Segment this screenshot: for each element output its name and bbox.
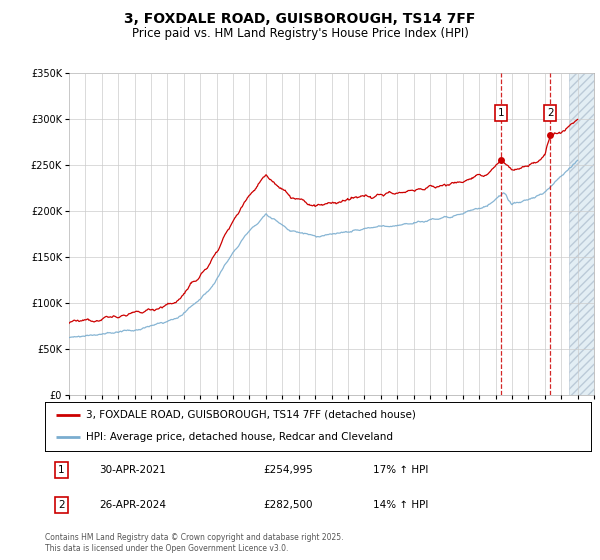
Text: 17% ↑ HPI: 17% ↑ HPI xyxy=(373,465,428,475)
Text: 30-APR-2021: 30-APR-2021 xyxy=(100,465,166,475)
Text: Contains HM Land Registry data © Crown copyright and database right 2025.
This d: Contains HM Land Registry data © Crown c… xyxy=(45,533,343,553)
Bar xyxy=(569,73,594,395)
Text: 3, FOXDALE ROAD, GUISBOROUGH, TS14 7FF (detached house): 3, FOXDALE ROAD, GUISBOROUGH, TS14 7FF (… xyxy=(86,410,416,420)
Text: 2: 2 xyxy=(58,500,65,510)
Text: 1: 1 xyxy=(58,465,65,475)
Text: 14% ↑ HPI: 14% ↑ HPI xyxy=(373,500,428,510)
Text: Price paid vs. HM Land Registry's House Price Index (HPI): Price paid vs. HM Land Registry's House … xyxy=(131,27,469,40)
Text: 26-APR-2024: 26-APR-2024 xyxy=(100,500,167,510)
Text: HPI: Average price, detached house, Redcar and Cleveland: HPI: Average price, detached house, Redc… xyxy=(86,432,393,442)
Text: £282,500: £282,500 xyxy=(263,500,313,510)
Text: 3, FOXDALE ROAD, GUISBOROUGH, TS14 7FF: 3, FOXDALE ROAD, GUISBOROUGH, TS14 7FF xyxy=(124,12,476,26)
Text: 1: 1 xyxy=(497,108,504,118)
Text: 2: 2 xyxy=(547,108,554,118)
Text: £254,995: £254,995 xyxy=(263,465,313,475)
